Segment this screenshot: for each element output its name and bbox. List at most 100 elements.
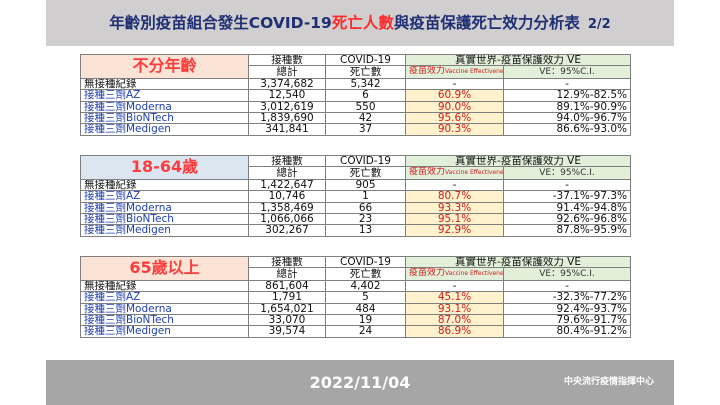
row-ve: 80.7%: [405, 190, 504, 203]
row-ci: -: [502, 279, 632, 293]
col-header-ci: VE：95%C.I.: [502, 267, 632, 281]
row-ve: 45.1%: [405, 291, 504, 304]
left-margin: [0, 0, 46, 405]
row-ve: -: [405, 77, 504, 91]
ve-label-en: Vaccine Effectiveness: [445, 68, 504, 76]
row-total: 39,574: [248, 325, 326, 338]
row-deaths: 550: [325, 100, 406, 114]
col-header-covid: COVID-19: [325, 255, 406, 269]
col-header-total: 總計: [248, 267, 326, 281]
col-header-vaccinated: 接種數: [248, 53, 326, 67]
row-label: 接種三劑Moderna: [80, 201, 249, 215]
table-row: 接種三劑AZ 10,746 1 80.7% -37.1%-97.3%: [80, 190, 632, 203]
col-header-deaths: 死亡數: [325, 267, 406, 281]
right-margin: [674, 0, 720, 405]
table-row: 接種三劑BioNTech 1,066,066 23 95.1% 92.6%-96.8%: [80, 213, 632, 226]
row-label: 接種三劑Medigen: [80, 123, 249, 136]
row-total: 10,746: [248, 190, 326, 203]
row-deaths: 13: [325, 224, 406, 237]
row-ve: 87.0%: [405, 314, 504, 327]
row-deaths: 42: [325, 112, 406, 125]
col-header-deaths: 死亡數: [325, 166, 406, 180]
table-row: 無接種紀錄 1,422,647 905- -: [80, 178, 632, 192]
table-row: 接種三劑BioNTech 33,070 19 87.0% 79.6%-91.7%: [80, 314, 632, 327]
group-name: 65歲以上: [80, 256, 249, 281]
row-ci: 86.6%-93.0%: [502, 123, 632, 136]
row-deaths: 4,402: [325, 279, 406, 293]
row-total: 341,841: [248, 123, 326, 136]
row-ci: 89.1%-90.9%: [502, 100, 632, 114]
row-label: 無接種紀錄: [80, 77, 249, 91]
row-ve: 90.0%: [405, 100, 504, 114]
row-total: 1,839,690: [248, 112, 326, 125]
row-ve: -: [405, 178, 504, 192]
row-total: 1,654,021: [248, 302, 326, 316]
table-row: 無接種紀錄 861,604 4,402- -: [80, 279, 632, 293]
ve-label: 疫苗效力: [409, 167, 446, 178]
row-ci: 94.0%-96.7%: [502, 112, 632, 125]
title-post: 與疫苗保護死亡效力分析表: [393, 14, 580, 32]
row-ve: 95.6%: [405, 112, 504, 125]
group-table: 不分年齡 接種數 COVID-19 真實世界-疫苗保護效力 VE 總計 死亡數 疫苗效力Va…: [80, 53, 632, 136]
table-row: 接種三劑Moderna 1,358,469 66 93.3% 91.4%-94.8%: [80, 201, 632, 215]
row-deaths: 905: [325, 178, 406, 192]
page-number: 2/2: [587, 17, 611, 32]
row-ci: 92.4%-93.7%: [502, 302, 632, 316]
row-total: 1,791: [248, 291, 326, 304]
row-ve: 90.3%: [405, 123, 504, 136]
table-row: 無接種紀錄 3,374,682 5,342- -: [80, 77, 632, 91]
ve-label: 疫苗效力: [409, 66, 446, 77]
table-row: 接種三劑Moderna 3,012,619 550 90.0% 89.1%-90.9%: [80, 100, 632, 114]
row-total: 3,374,682: [248, 77, 326, 91]
table-row: 接種三劑Medigen 302,267 13 92.9% 87.8%-95.9%: [80, 224, 632, 237]
organization-name: 中央流行疫情指揮中心: [563, 377, 654, 387]
group-name: 不分年齡: [80, 54, 249, 79]
slide: 年齡別疫苗組合發生COVID-19死亡人數與疫苗保護死亡效力分析表 2/2 不分年…: [46, 0, 674, 405]
row-label: 接種三劑BioNTech: [80, 213, 249, 226]
row-deaths: 23: [325, 213, 406, 226]
col-header-vaccinated: 接種數: [248, 255, 326, 269]
row-label: 接種三劑AZ: [80, 190, 249, 203]
row-total: 1,066,066: [248, 213, 326, 226]
row-deaths: 1: [325, 190, 406, 203]
group-name: 18-64歲: [80, 155, 249, 180]
row-deaths: 5,342: [325, 77, 406, 91]
report-date: 2022/11/04: [309, 373, 411, 392]
row-deaths: 484: [325, 302, 406, 316]
col-header-total: 總計: [248, 65, 326, 79]
col-header-ci: VE：95%C.I.: [502, 65, 632, 79]
row-label: 接種三劑BioNTech: [80, 314, 249, 327]
row-total: 302,267: [248, 224, 326, 237]
col-header-ve: 疫苗效力Vaccine Effectiveness: [405, 65, 504, 79]
row-label: 無接種紀錄: [80, 178, 249, 192]
col-header-total: 總計: [248, 166, 326, 180]
row-ve: -: [405, 279, 504, 293]
row-ci: -: [502, 77, 632, 91]
row-deaths: 24: [325, 325, 406, 338]
col-header-ci: VE：95%C.I.: [502, 166, 632, 180]
row-ve: 60.9%: [405, 89, 504, 102]
table-row: 接種三劑AZ 12,540 6 60.9% 12.9%-82.5%: [80, 89, 632, 102]
row-total: 1,358,469: [248, 201, 326, 215]
col-header-ve-title: 真實世界-疫苗保護效力 VE: [404, 53, 632, 67]
title-highlight: 死亡人數: [331, 14, 394, 32]
row-ci: -32.3%-77.2%: [502, 291, 632, 304]
row-label: 接種三劑Medigen: [80, 325, 249, 338]
row-deaths: 19: [325, 314, 406, 327]
ve-label-en: Vaccine Effectiveness: [445, 169, 504, 177]
col-header-ve-title: 真實世界-疫苗保護效力 VE: [404, 255, 632, 269]
row-ci: -: [502, 178, 632, 192]
page-title: 年齡別疫苗組合發生COVID-19死亡人數與疫苗保護死亡效力分析表 2/2: [46, 0, 674, 46]
row-label: 接種三劑AZ: [80, 89, 249, 102]
row-total: 33,070: [248, 314, 326, 327]
group-table: 18-64歲 接種數 COVID-19 真實世界-疫苗保護效力 VE 總計 死亡數 疫苗效力…: [80, 154, 632, 237]
row-deaths: 66: [325, 201, 406, 215]
title-bar: 年齡別疫苗組合發生COVID-19死亡人數與疫苗保護死亡效力分析表 2/2: [46, 0, 674, 46]
col-header-covid: COVID-19: [325, 154, 406, 168]
row-label: 接種三劑AZ: [80, 291, 249, 304]
row-label: 接種三劑BioNTech: [80, 112, 249, 125]
col-header-ve: 疫苗效力Vaccine Effectiveness: [405, 166, 504, 180]
table-row: 接種三劑Medigen 341,841 37 90.3% 86.6%-93.0%: [80, 123, 632, 136]
col-header-ve: 疫苗效力Vaccine Effectiveness: [405, 267, 504, 281]
row-ci: 80.4%-91.2%: [502, 325, 632, 338]
